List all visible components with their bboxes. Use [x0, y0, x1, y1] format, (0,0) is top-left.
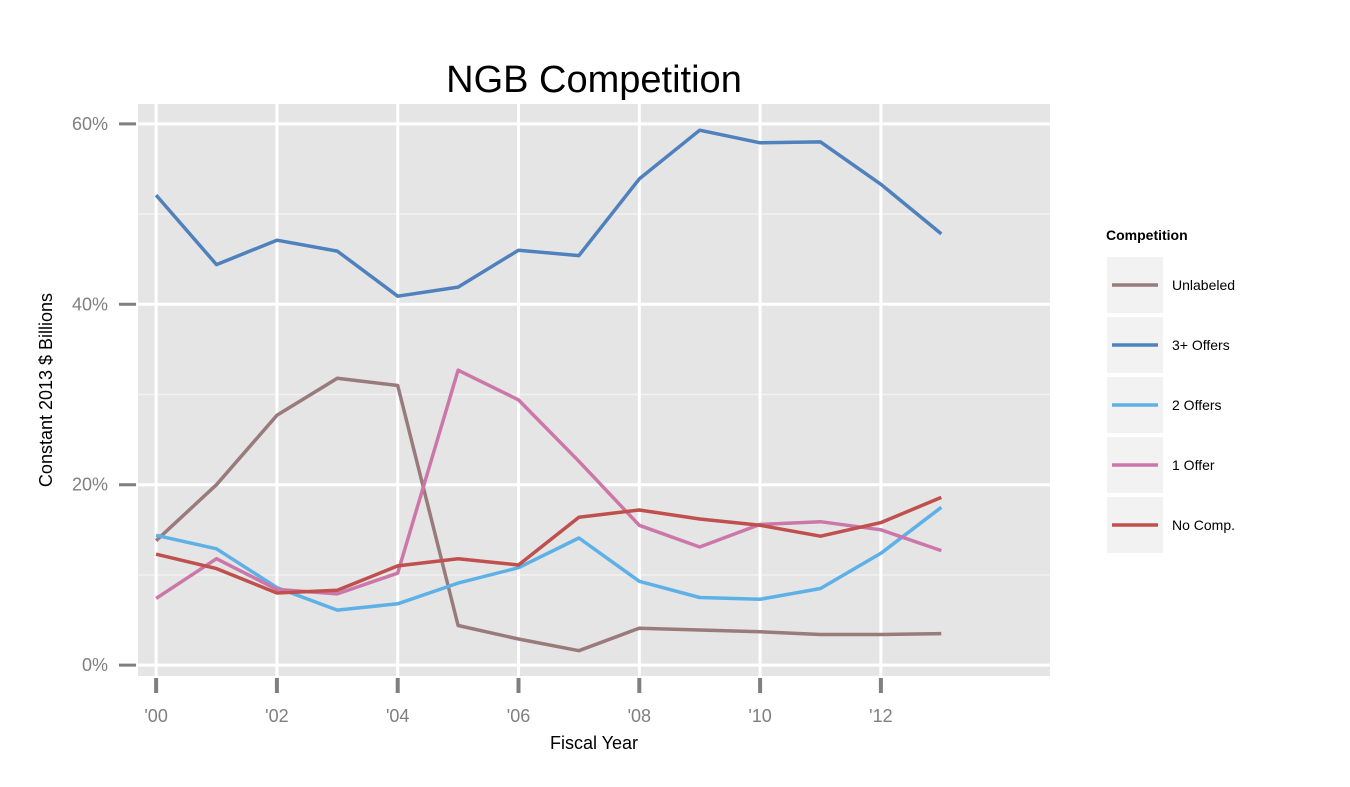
legend-title: Competition	[1106, 227, 1188, 243]
y-tick-label: 20%	[72, 475, 108, 495]
axes: 0% 20% 40% 60% '00 '02 '04 '06 '08 '10 '12	[72, 114, 893, 726]
x-tick-label: '08	[628, 706, 651, 726]
legend-label-unlabeled: Unlabeled	[1172, 277, 1235, 293]
series-line-1-offer	[155, 368, 942, 600]
x-tick-label: '12	[869, 706, 892, 726]
x-tick-label: '10	[748, 706, 771, 726]
y-tick-label: 60%	[72, 114, 108, 134]
series-line-3-offers	[154, 128, 943, 298]
x-tick-label: '04	[386, 706, 409, 726]
x-tick-label: '02	[265, 706, 288, 726]
y-tick-label: 0%	[82, 655, 108, 675]
chart-title: NGB Competition	[446, 59, 742, 101]
legend-label-2-offers: 2 Offers	[1172, 397, 1222, 413]
y-axis-title: Constant 2013 $ Billions	[36, 293, 56, 487]
series-line-unlabeled	[154, 376, 942, 653]
legend-label-1-offer: 1 Offer	[1172, 457, 1215, 473]
x-tick-label: '00	[144, 706, 167, 726]
legend-label-no-comp: No Comp.	[1172, 517, 1235, 533]
series-lines	[154, 128, 943, 653]
y-tick-label: 40%	[72, 294, 108, 314]
x-tick-label: '06	[507, 706, 530, 726]
legend: Competition Unlabeled 3+ Offers 2 Offers 1 …	[1106, 227, 1235, 553]
legend-label-3-offers: 3+ Offers	[1172, 337, 1230, 353]
series-line-no-comp	[155, 495, 942, 595]
x-axis-title: Fiscal Year	[550, 733, 638, 753]
